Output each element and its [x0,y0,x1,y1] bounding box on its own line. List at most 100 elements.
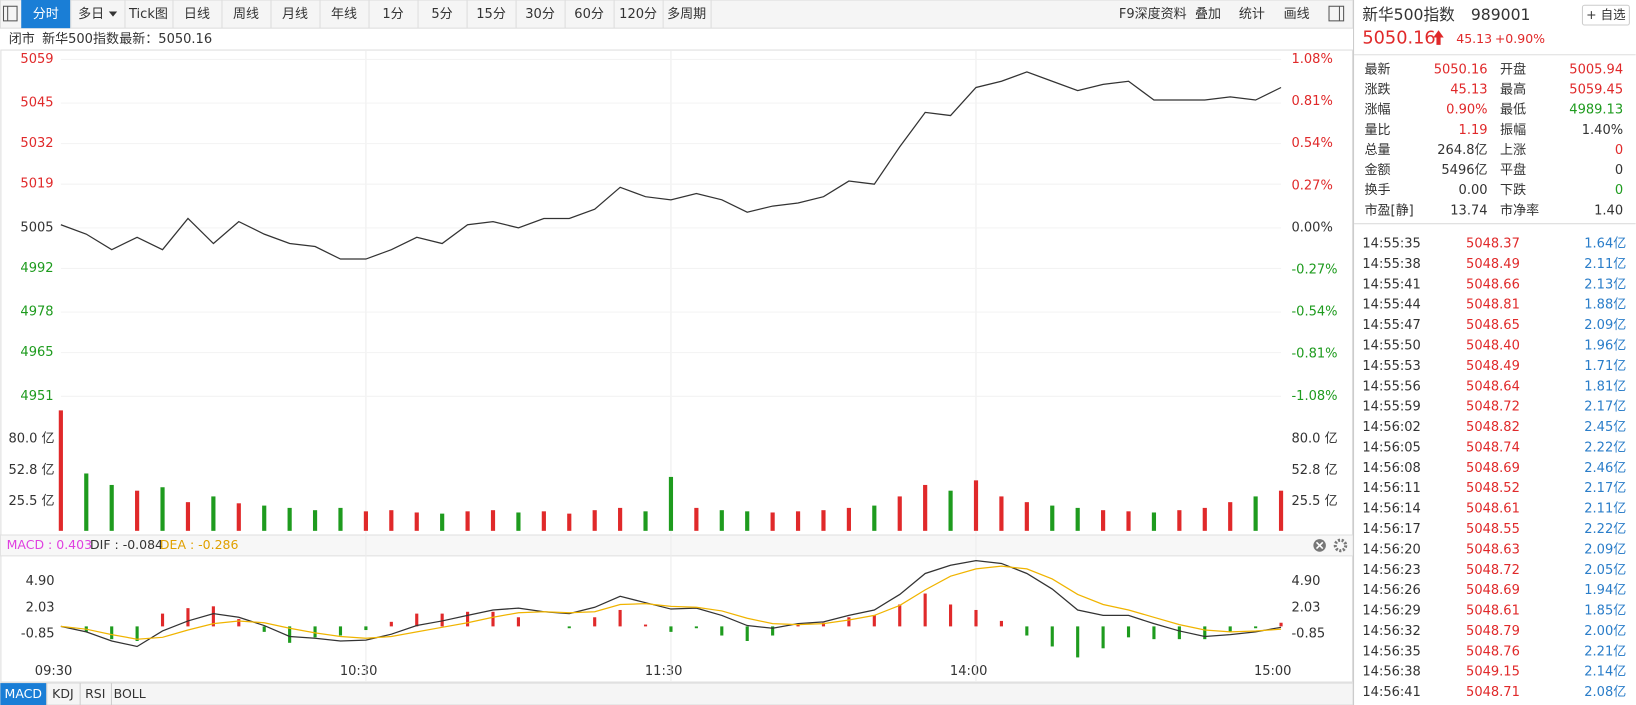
trade-volume: 2.05亿 [1584,563,1626,578]
tab[interactable]: 月线 [282,7,308,22]
trade-time: 14:55:56 [1362,379,1420,394]
trade-price: 5048.69 [1466,583,1520,598]
tab[interactable]: 日线 [184,7,210,22]
trade-volume: 1.96亿 [1584,338,1626,353]
x-tick-label: 15:00 [1254,664,1292,679]
quote-label: 涨幅 [1364,103,1390,118]
tab-active[interactable] [21,0,71,29]
volume-bar [592,510,597,531]
trade-time: 14:55:44 [1362,298,1420,313]
indicator-label: DEA : -0.286 [160,537,239,552]
trade-price: 5048.69 [1466,461,1520,476]
y-tick-label: 4965 [20,345,53,360]
quote-label: 平盘 [1500,162,1526,178]
macd-bar [1203,626,1207,640]
indicator-tab-active[interactable] [0,683,47,705]
quote-change: 45.13 [1456,31,1492,46]
quote-label: 涨跌 [1364,82,1390,98]
status-bar [0,29,1354,51]
dropdown-icon [108,11,118,17]
trade-volume: 2.08亿 [1584,685,1626,700]
tab[interactable]: 多周期 [667,6,706,22]
up-arrow [1433,30,1444,45]
trade-price: 5048.74 [1466,440,1520,455]
trade-time: 14:55:59 [1362,400,1420,415]
macd-bar [771,626,775,636]
y-tick-label: 80.0 亿 [8,432,54,447]
x-tick-label: 10:30 [340,664,378,679]
volume-bar [1024,502,1029,531]
volume-bar [999,496,1004,531]
quote-change-pct: +0.90% [1495,31,1545,46]
tab[interactable]: 1分 [382,7,403,22]
tab[interactable]: 年线 [331,7,357,22]
tab[interactable]: 15分 [476,7,506,22]
indicator-tab[interactable]: MACD [5,686,42,701]
macd-bar [440,613,444,627]
trade-time: 14:56:08 [1362,461,1420,476]
trade-volume: 2.13亿 [1584,277,1626,292]
macd-bar [1279,622,1283,627]
volume-bar [465,511,470,531]
volume-bar [1075,507,1080,531]
trade-time: 14:55:41 [1362,277,1420,292]
tab[interactable]: 周线 [233,7,259,22]
tab[interactable]: 60分 [574,7,604,22]
macd-bar [796,624,800,627]
tab[interactable]: 120分 [619,7,657,22]
trade-time: 14:56:17 [1362,522,1420,537]
trade-price: 5048.81 [1466,298,1520,313]
trade-price: 5048.71 [1466,685,1520,700]
tab[interactable]: 5分 [431,7,452,22]
macd-bar [415,613,419,627]
macd-bar [720,626,724,636]
macd-bar [1050,626,1054,647]
macd-bar [821,622,826,627]
indicator-tab[interactable]: RSI [85,686,105,701]
quote-label: 最高 [1500,82,1526,98]
tab[interactable]: Tick图 [128,7,168,22]
quote-label: 下跌 [1500,182,1526,198]
macd-bar [1101,626,1105,649]
y2-tick-label: 0.00% [1291,220,1332,235]
macd-bar [1177,626,1181,640]
panel-icon[interactable] [2,5,18,22]
macd-bar [288,626,292,643]
macd-bar [313,626,317,638]
volume-bar [1101,510,1106,531]
tab[interactable]: 多日 [78,6,104,22]
trade-time: 14:56:29 [1362,604,1420,619]
y2-tick-label: 0.81% [1291,94,1332,109]
macd-bar [593,617,597,627]
y-tick-label: 52.8 亿 [8,463,54,478]
volume-bar [923,484,928,531]
volume-bar [440,513,445,531]
watch-button[interactable] [1581,4,1630,26]
quote-value: 0 [1615,143,1623,158]
trade-time: 14:56:14 [1362,502,1420,517]
tab[interactable]: 30分 [525,7,555,22]
indicator-tab[interactable]: BOLL [114,686,146,701]
volume-bar [694,507,699,531]
macd-bar [949,604,953,627]
watch-label[interactable]: + 自选 [1586,7,1626,22]
indicator-tab[interactable]: KDJ [52,686,74,701]
tool-tab[interactable]: F9深度资料 [1119,6,1187,22]
side-icon[interactable] [1328,5,1345,22]
volume-bar [414,512,419,531]
quote-value: 0.00 [1459,183,1488,198]
volume-bar [1151,512,1157,531]
tab[interactable]: 分时 [33,7,59,22]
trade-time: 14:56:20 [1362,542,1420,557]
trade-price: 5048.49 [1466,359,1520,374]
tool-tab[interactable]: 画线 [1284,7,1310,22]
trade-price: 5048.72 [1466,400,1520,415]
settings-icon[interactable] [1333,538,1348,553]
trade-price: 5048.72 [1466,563,1520,578]
quote-value: 5059.45 [1569,83,1623,98]
tool-tab[interactable]: 统计 [1239,7,1265,22]
macd-bar [186,608,190,627]
trade-price: 5048.61 [1466,604,1520,619]
tool-tab[interactable]: 叠加 [1195,7,1221,22]
quote-value: 0 [1615,183,1623,198]
